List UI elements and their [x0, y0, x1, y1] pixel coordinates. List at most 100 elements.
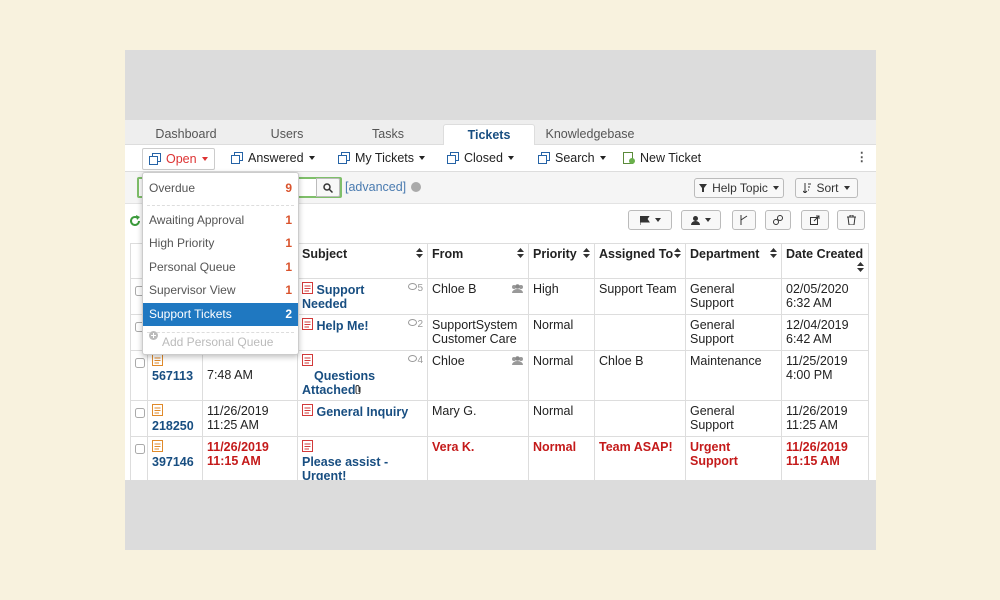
sub-nav-item[interactable]: Search	[532, 148, 612, 168]
caret	[201, 157, 208, 161]
ticket-from: Chloe	[432, 354, 465, 368]
more-menu[interactable]: ⋮	[855, 150, 869, 164]
sub-nav-item[interactable]: Answered	[225, 148, 321, 168]
add-queue[interactable]: Add Personal Queue	[143, 331, 298, 354]
help-topic-button[interactable]: Help Topic	[694, 178, 784, 198]
header-cell[interactable]: Assigned To	[594, 243, 686, 279]
delete-button[interactable]	[837, 210, 865, 230]
created-cell: 11/26/2019 11:15 AM	[781, 436, 869, 480]
header-label[interactable]: Date Created	[786, 247, 864, 261]
ticket-created: 02/05/2020 6:32 AM	[786, 282, 849, 310]
group-icon	[512, 356, 523, 365]
subject-cell: Please assist - Urgent!	[297, 436, 428, 480]
sub-nav-label[interactable]: Answered	[248, 151, 304, 165]
queue-icon	[149, 153, 161, 165]
caret	[308, 156, 315, 160]
ticket-number[interactable]: 567113	[152, 369, 194, 383]
sort-icon	[857, 261, 864, 275]
merge-button[interactable]	[732, 210, 756, 230]
ticket-created: 11/26/2019 11:25 AM	[786, 404, 848, 432]
flag-button[interactable]	[628, 210, 672, 230]
add-queue-label[interactable]: Add Personal Queue	[162, 335, 274, 349]
ticket-priority: Normal	[533, 440, 577, 454]
sub-nav-item[interactable]: Closed	[441, 148, 520, 168]
ticket-from: Chloe B	[432, 282, 477, 296]
sub-nav-label[interactable]: Open	[166, 152, 197, 166]
comment-icon	[408, 319, 418, 326]
ticket-assigned: Support Team	[599, 282, 677, 296]
nav-tab[interactable]: Tasks	[372, 127, 404, 141]
header-label[interactable]: Assigned To	[599, 247, 674, 261]
sub-nav-item[interactable]: My Tickets	[332, 148, 431, 168]
checkbox[interactable]	[135, 358, 145, 368]
queue-label[interactable]: Personal Queue	[149, 260, 236, 274]
checkbox[interactable]	[135, 444, 145, 454]
queue-item[interactable]: Supervisor View 1	[143, 279, 298, 302]
sub-nav-item[interactable]: Open	[142, 148, 215, 170]
header-cell[interactable]: From	[427, 243, 529, 279]
queue-label[interactable]: Support Tickets	[149, 307, 232, 321]
sub-nav-item[interactable]: New Ticket	[617, 148, 707, 168]
assigned-cell: Chloe B	[594, 350, 686, 401]
queue-icon	[231, 152, 243, 164]
search-button[interactable]	[316, 178, 340, 197]
advanced-link[interactable]: [advanced]	[345, 180, 422, 194]
queue-label[interactable]: Supervisor View	[149, 283, 236, 297]
refresh-icon[interactable]	[129, 215, 141, 227]
checkbox[interactable]	[135, 408, 145, 418]
ticket-icon	[302, 404, 313, 416]
thread-count: 5	[408, 282, 423, 296]
header-label[interactable]: From	[432, 247, 464, 261]
header-label[interactable]: Department	[690, 247, 760, 261]
header-cell[interactable]: Priority	[528, 243, 595, 279]
ticket-subject[interactable]: Support Needed	[302, 283, 365, 311]
nav-tab[interactable]: Users	[270, 127, 304, 141]
header-cell[interactable]: Date Created	[781, 243, 869, 279]
sub-nav-label[interactable]: Search	[555, 151, 595, 165]
ticket-subject[interactable]: Please assist - Urgent!	[302, 455, 389, 480]
queue-item[interactable]: High Priority 1	[143, 232, 298, 255]
queue-count: 2	[285, 307, 292, 321]
advanced-text[interactable]: [advanced]	[345, 180, 407, 194]
header-label[interactable]: Subject	[302, 247, 348, 261]
priority-cell: Normal	[528, 436, 595, 480]
queue-label[interactable]: Awaiting Approval	[149, 213, 245, 227]
sort-button[interactable]: Sort	[795, 178, 858, 198]
header-cell[interactable]: Subject	[297, 243, 428, 279]
nav-tab[interactable]: Tickets	[443, 124, 535, 145]
queue-menu: Overdue 9 Awaiting Approval 1 High Priority 1…	[142, 172, 299, 355]
ticket-subject[interactable]: Questions Attached	[302, 369, 376, 397]
ticket-row: 397146 11/26/2019 11:15 AM Please assist -…	[130, 436, 869, 480]
queue-item[interactable]: Personal Queue 1	[143, 256, 298, 279]
help-topic-label[interactable]: Help Topic	[712, 181, 768, 195]
ticket-number[interactable]: 218250	[152, 419, 194, 433]
ticket-from: SupportSystem Customer Care	[432, 318, 518, 346]
nav-tab[interactable]: Dashboard	[155, 127, 217, 141]
ticket-subject[interactable]: General Inquiry	[316, 405, 409, 419]
sort-label[interactable]: Sort	[816, 181, 839, 195]
sort-arrows	[416, 248, 423, 258]
assign-button[interactable]	[681, 210, 721, 230]
new-ticket-icon	[623, 152, 635, 164]
priority-cell: Normal	[528, 350, 595, 401]
header-cell[interactable]: Department	[685, 243, 782, 279]
ticket-subject[interactable]: Help Me!	[316, 319, 369, 333]
queue-item[interactable]: Overdue 9	[143, 177, 298, 200]
queue-item[interactable]: Awaiting Approval 1	[143, 209, 298, 232]
link-button[interactable]	[765, 210, 791, 230]
sub-nav-label[interactable]: My Tickets	[355, 151, 415, 165]
queue-label[interactable]: Overdue	[149, 181, 196, 195]
header-label[interactable]: Priority	[533, 247, 577, 261]
ticket-icon	[302, 282, 313, 294]
merge-icon	[740, 215, 748, 225]
queue-label[interactable]: High Priority	[149, 236, 215, 250]
sub-nav-label[interactable]: Closed	[464, 151, 503, 165]
department-cell: General Support	[685, 278, 782, 315]
ticket-number[interactable]: 397146	[152, 455, 194, 469]
nav-tab[interactable]: Knowledgebase	[545, 127, 635, 141]
sub-nav-label[interactable]: New Ticket	[640, 151, 702, 165]
ticket-date: 7:48 AM	[207, 368, 253, 382]
queue-icon	[447, 152, 459, 164]
export-button[interactable]	[801, 210, 829, 230]
queue-item[interactable]: Support Tickets 2	[143, 303, 298, 326]
